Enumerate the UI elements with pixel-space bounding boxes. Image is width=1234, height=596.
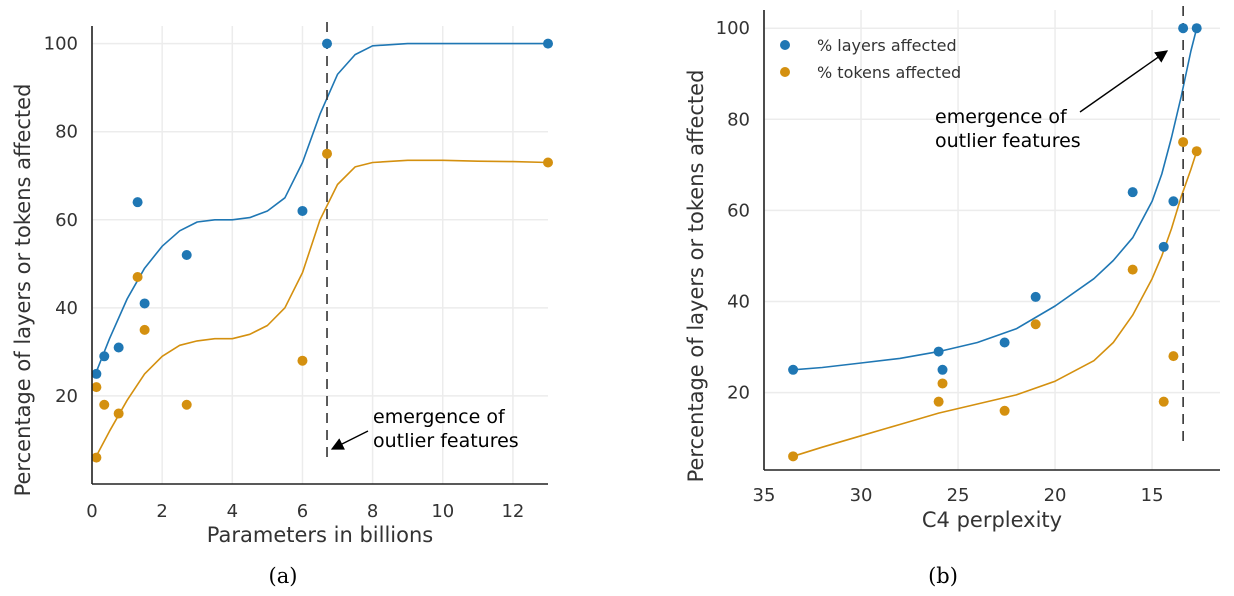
annotation-a-line2: outlier features: [373, 430, 519, 452]
point-tokens-a-2: [99, 399, 110, 410]
annotation-b-line1: emergence of: [935, 106, 1068, 128]
point-tokens-a-3: [113, 408, 124, 419]
point-tokens-b-7: [1168, 351, 1179, 362]
y-tick-label-80-a: 80: [55, 122, 78, 143]
fit-lines-a: [94, 42, 549, 458]
point-tokens-a-8: [322, 148, 333, 159]
point-layers-b-4: [1030, 291, 1041, 302]
x-tick-label-8-a: 8: [367, 501, 378, 522]
point-layers-b-3: [999, 337, 1010, 348]
point-tokens-b-2: [937, 378, 948, 389]
point-tokens-a-4: [132, 272, 143, 283]
point-tokens-b-4: [1030, 319, 1041, 330]
x-tick-label-15-b: 15: [1141, 485, 1164, 506]
ticks-b: 35 30 25 20 15 20 40 60 80 100: [716, 18, 1164, 506]
fit-lines-b: [792, 28, 1198, 458]
panel-b: 35 30 25 20 15 20 40 60 80 100 C4 perplexity Perc…: [684, 6, 1220, 588]
caption-a: (a): [269, 564, 298, 588]
x-tick-label-4-a: 4: [227, 501, 238, 522]
y-tick-label-100-a: 100: [44, 34, 78, 55]
point-layers-a-4: [139, 298, 150, 309]
point-tokens-b-1: [933, 396, 944, 407]
legend-marker-tokens: [780, 67, 790, 77]
point-layers-a-3: [132, 197, 143, 208]
x-tick-label-25-b: 25: [947, 485, 970, 506]
x-axis-label-a: Parameters in billions: [207, 523, 433, 547]
y-tick-label-60-b: 60: [727, 200, 750, 221]
points-a: [91, 38, 553, 463]
y-tick-label-80-b: 80: [727, 109, 750, 130]
point-layers-b-9: [1191, 23, 1202, 34]
x-tick-label-0-a: 0: [86, 501, 97, 522]
y-tick-label-20-a: 20: [55, 386, 78, 407]
point-layers-b-2: [937, 364, 948, 375]
point-tokens-b-5: [1127, 264, 1138, 275]
point-tokens-a-0: [91, 452, 102, 463]
point-layers-a-1: [99, 351, 110, 362]
y-tick-label-100-b: 100: [716, 18, 750, 39]
x-tick-label-30-b: 30: [850, 485, 873, 506]
x-tick-label-2-a: 2: [156, 501, 167, 522]
y-tick-label-60-a: 60: [55, 210, 78, 231]
point-layers-a-0: [91, 368, 102, 379]
point-layers-b-5: [1127, 187, 1138, 198]
point-tokens-a-5: [139, 324, 150, 335]
y-axis-label-b: Percentage of layers or tokens affected: [684, 70, 708, 483]
legend-label-layers: % layers affected: [817, 36, 957, 55]
annotation-arrow-a: [330, 430, 369, 450]
point-tokens-a-1: [91, 382, 102, 393]
x-tick-label-10-a: 10: [431, 501, 454, 522]
points-b: [788, 23, 1202, 462]
x-tick-label-20-b: 20: [1044, 485, 1067, 506]
point-tokens-b-9: [1191, 146, 1202, 157]
y-axis-label-a: Percentage of layers or tokens affected: [11, 84, 35, 497]
fit-line-tokens-b: [792, 150, 1198, 458]
legend-b: % layers affected % tokens affected: [780, 36, 961, 82]
x-tick-label-12-a: 12: [501, 501, 524, 522]
point-layers-b-1: [933, 346, 944, 357]
point-layers-a-8: [543, 38, 553, 49]
point-layers-a-7: [322, 38, 333, 49]
y-tick-label-20-b: 20: [727, 383, 750, 404]
x-tick-label-6-a: 6: [297, 501, 308, 522]
point-layers-b-0: [788, 364, 799, 375]
point-layers-a-2: [113, 342, 124, 353]
y-tick-label-40-b: 40: [727, 291, 750, 312]
fit-line-tokens-a: [94, 159, 549, 458]
point-layers-a-5: [181, 250, 192, 260]
ticks-a: 0 2 4 6 8 10 12 20 40 60 80 100: [44, 34, 525, 522]
grid-a: [91, 26, 548, 484]
point-layers-b-8: [1178, 23, 1189, 34]
panel-a: 0 2 4 6 8 10 12 20 40 60 80 100 Parameters in billi…: [11, 22, 553, 588]
point-layers-a-6: [297, 205, 308, 216]
fit-line-layers-a: [94, 42, 548, 375]
point-tokens-b-3: [999, 405, 1010, 416]
point-layers-b-7: [1168, 196, 1179, 207]
annotation-arrow-b: [1079, 50, 1169, 113]
x-tick-label-35-b: 35: [753, 485, 776, 506]
x-axis-label-b: C4 perplexity: [922, 508, 1062, 532]
point-tokens-a-6: [181, 399, 192, 410]
fit-line-layers-b: [793, 28, 1198, 371]
annotation-a-line1: emergence of: [373, 406, 506, 428]
point-tokens-a-7: [297, 355, 308, 366]
point-tokens-b-0: [788, 451, 799, 462]
legend-label-tokens: % tokens affected: [817, 63, 961, 82]
point-layers-b-6: [1158, 241, 1169, 252]
point-tokens-b-8: [1178, 137, 1189, 148]
legend-marker-layers: [780, 40, 790, 50]
point-tokens-b-6: [1158, 396, 1169, 407]
annotation-b-line2: outlier features: [935, 130, 1081, 152]
y-tick-label-40-a: 40: [55, 298, 78, 319]
caption-b: (b): [928, 564, 958, 588]
point-tokens-a-9: [543, 157, 553, 168]
